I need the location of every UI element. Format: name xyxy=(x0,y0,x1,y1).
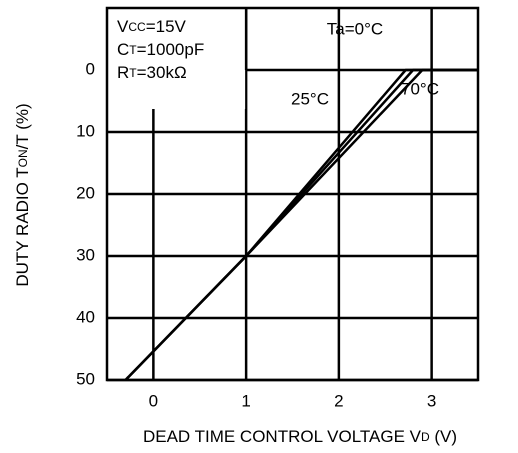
y-tick-label: 0 xyxy=(86,59,95,78)
y-axis-title-part: DUTY RADIO T xyxy=(13,167,32,286)
x-tick-label: 1 xyxy=(241,391,250,410)
y-tick-label: 10 xyxy=(76,121,95,140)
condition-text-part: =1000pF xyxy=(137,40,205,59)
series-label: 25°C xyxy=(291,89,329,108)
y-axis-title: DUTY RADIO TON/T (%) xyxy=(13,103,32,286)
y-tick-label: 50 xyxy=(76,369,95,388)
x-axis-title-part: D xyxy=(421,430,430,444)
line xyxy=(124,68,478,381)
condition-box xyxy=(108,9,246,109)
condition-text-part: T xyxy=(129,66,137,80)
x-axis-title-part: DEAD TIME CONTROL VOLTAGE V xyxy=(143,427,422,446)
line xyxy=(124,68,478,381)
series-label: Ta=0°C xyxy=(327,19,383,38)
condition-text-part: T xyxy=(129,43,137,57)
x-tick-label: 2 xyxy=(334,391,343,410)
x-tick-label: 3 xyxy=(427,391,436,410)
condition-text-part: C xyxy=(117,40,129,59)
condition-text-part: V xyxy=(117,17,129,36)
x-axis-title-part: (V) xyxy=(430,427,457,446)
y-axis-title-part: /T (%) xyxy=(13,103,32,149)
plot-frame xyxy=(105,6,480,382)
condition-text: RT=30kΩ xyxy=(117,63,187,82)
x-tick-label: 0 xyxy=(149,391,158,410)
condition-text-part: =15V xyxy=(146,17,187,36)
y-tick-label: 40 xyxy=(76,307,95,326)
line xyxy=(124,68,478,381)
condition-text-part: R xyxy=(117,63,129,82)
condition-text-part: =30kΩ xyxy=(137,63,187,82)
y-tick-label: 20 xyxy=(76,183,95,202)
condition-text: VCC=15V xyxy=(117,17,187,36)
y-tick-label: 30 xyxy=(76,245,95,264)
y-axis-title-part: ON xyxy=(16,149,30,167)
series-label: 70°C xyxy=(401,79,439,98)
condition-text-part: CC xyxy=(128,20,146,34)
condition-text: CT=1000pF xyxy=(117,40,204,59)
x-axis-title: DEAD TIME CONTROL VOLTAGE VD (V) xyxy=(143,427,457,446)
